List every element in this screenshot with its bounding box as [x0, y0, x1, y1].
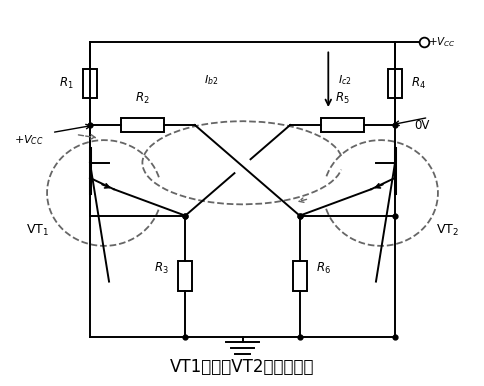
- Text: $R_2$: $R_2$: [135, 91, 150, 106]
- Bar: [121, 119, 164, 132]
- Text: $R_3$: $R_3$: [154, 261, 168, 276]
- Bar: [387, 69, 401, 98]
- Text: VT$_1$: VT$_1$: [26, 223, 49, 238]
- Bar: [292, 261, 306, 291]
- Text: $R_1$: $R_1$: [59, 76, 73, 91]
- Text: $I_{b2}$: $I_{b2}$: [204, 73, 218, 86]
- Bar: [83, 69, 97, 98]
- Text: VT$_2$: VT$_2$: [435, 223, 458, 238]
- Text: $+V_{CC}$: $+V_{CC}$: [427, 35, 455, 49]
- Text: $+V_{CC}$: $+V_{CC}$: [14, 133, 44, 147]
- Text: $R_6$: $R_6$: [316, 261, 330, 276]
- Bar: [320, 119, 363, 132]
- Text: 0V: 0V: [413, 119, 429, 132]
- Bar: [178, 261, 192, 291]
- Text: $R_5$: $R_5$: [334, 91, 349, 106]
- Text: $I_{c2}$: $I_{c2}$: [337, 73, 351, 86]
- Text: $R_4$: $R_4$: [410, 76, 425, 91]
- Text: VT1截止、VT2导通的情况: VT1截止、VT2导通的情况: [170, 358, 314, 376]
